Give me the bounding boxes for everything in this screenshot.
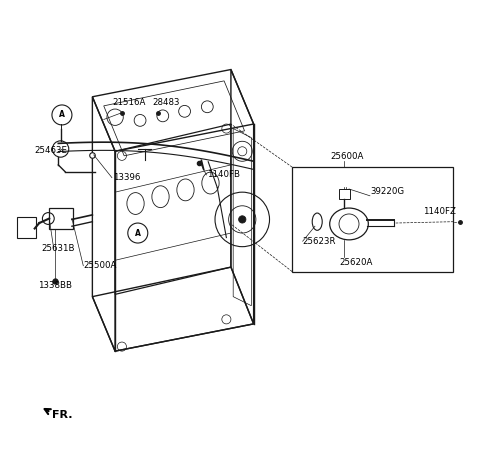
Text: 39220G: 39220G — [371, 187, 405, 196]
Text: 25620A: 25620A — [339, 258, 372, 267]
Text: 21516A: 21516A — [113, 98, 146, 107]
Text: 1140FZ: 1140FZ — [423, 207, 456, 216]
Text: 25463E: 25463E — [35, 146, 68, 155]
Text: FR.: FR. — [52, 410, 73, 420]
Bar — [339, 189, 350, 199]
Text: 13396: 13396 — [113, 173, 140, 182]
Text: A: A — [135, 228, 141, 238]
Bar — [292, 167, 454, 271]
Text: 25623R: 25623R — [303, 237, 336, 246]
Text: 25631B: 25631B — [41, 244, 74, 254]
Text: A: A — [59, 111, 65, 119]
Text: 25500A: 25500A — [84, 261, 117, 270]
Text: 25600A: 25600A — [331, 152, 364, 161]
Text: 1140FB: 1140FB — [207, 170, 240, 180]
Text: 28483: 28483 — [153, 98, 180, 107]
Circle shape — [239, 216, 246, 223]
Text: 1338BB: 1338BB — [38, 281, 72, 290]
